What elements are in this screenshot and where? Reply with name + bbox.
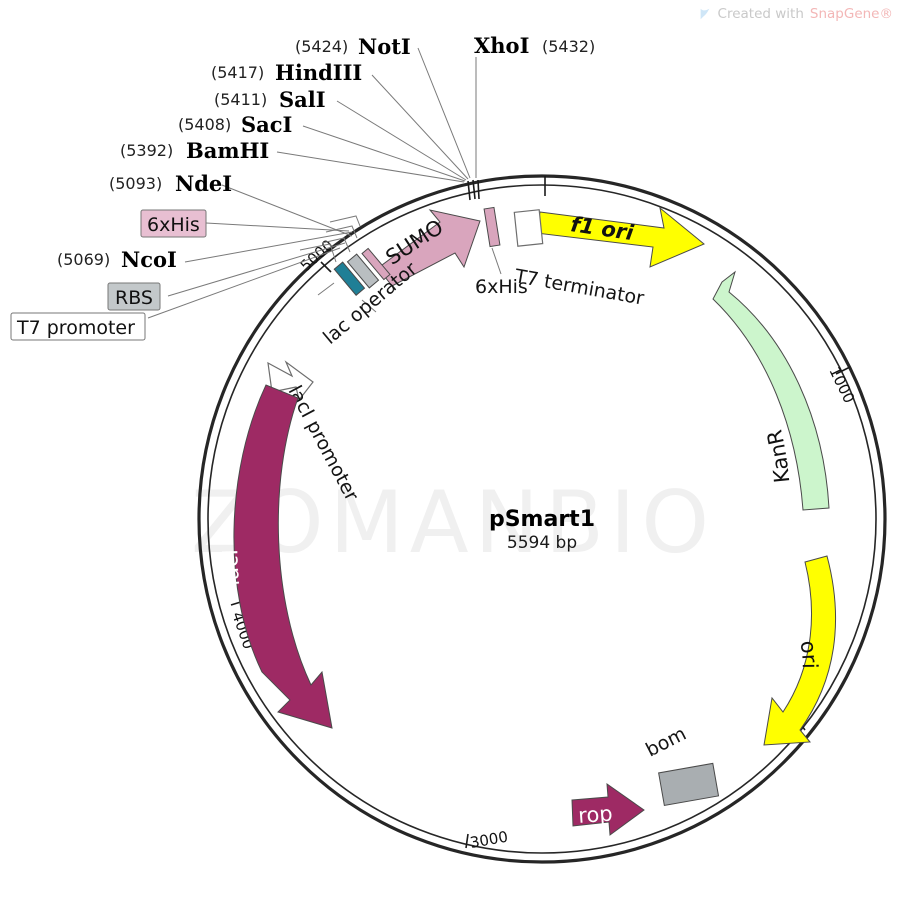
feature-6xhis-bar[interactable] — [483, 206, 501, 248]
plasmid-name: pSmart1 — [489, 507, 595, 532]
feature-label-laci: lacI — [218, 549, 244, 587]
tick-label-3000: 3000 — [469, 828, 510, 852]
boxed-label-rbs[interactable]: RBS — [107, 282, 161, 311]
feature-rop[interactable]: rop — [571, 782, 645, 836]
site-name-saci: SacI — [241, 112, 292, 137]
feature-label-t7-terminator: T7 terminator — [512, 265, 646, 310]
restriction-site-label-noti[interactable]: (5424) NotI — [295, 34, 411, 59]
feature-rbs-bar[interactable] — [346, 253, 380, 289]
site-pos-bamhi: (5392) — [120, 141, 173, 160]
feature-6xhis-bar-2[interactable] — [361, 247, 391, 281]
feature-laci[interactable]: lacI — [218, 384, 333, 729]
restriction-site-label-hindiii[interactable]: (5417) HindIII — [211, 60, 362, 85]
feature-label-bom: bom — [642, 723, 690, 762]
tick-3000: 3000 — [465, 828, 510, 852]
restriction-leader-lines — [147, 47, 477, 319]
site-pos-hindiii: (5417) — [211, 63, 264, 82]
site-pos-xhoi: (5432) — [542, 37, 595, 56]
snapgene-credit: Created with SnapGene® — [698, 6, 893, 22]
boxed-label-6xhis[interactable]: 6xHis — [140, 209, 207, 238]
snapgene-brand: SnapGene® — [809, 6, 893, 22]
feature-label-rop: rop — [577, 801, 613, 828]
site-pos-ncoi: (5069) — [57, 250, 110, 269]
snapgene-credit-prefix: Created with — [717, 6, 804, 22]
snapgene-logo-icon — [698, 7, 712, 21]
site-pos-noti: (5424) — [295, 37, 348, 56]
restriction-site-label-sali[interactable]: (5411) SalI — [214, 87, 326, 112]
site-name-noti: NotI — [358, 34, 411, 59]
boxed-label-text-rbs: RBS — [115, 287, 153, 309]
site-name-bamhi: BamHI — [186, 138, 269, 163]
site-name-hindiii: HindIII — [275, 60, 362, 85]
site-name-ncoi: NcoI — [121, 247, 177, 272]
feature-bom[interactable] — [658, 762, 720, 807]
feature-ori[interactable]: ori — [763, 555, 837, 746]
feature-label-kanr: KanR — [762, 428, 794, 484]
site-name-sali: SalI — [279, 87, 326, 112]
leader-6xhis — [491, 247, 502, 275]
feature-label-6xhis-bar: 6xHis — [475, 276, 528, 298]
site-pos-sali: (5411) — [214, 90, 267, 109]
restriction-site-label-saci[interactable]: (5408) SacI — [178, 112, 292, 137]
site-name-ndei: NdeI — [175, 171, 232, 196]
site-pos-ndei: (5093) — [109, 174, 162, 193]
restriction-site-label-ncoi[interactable]: (5069) NcoI — [57, 247, 177, 272]
backbone-inner-circle — [207, 184, 877, 854]
site-pos-saci: (5408) — [178, 115, 231, 134]
feature-t7-terminator[interactable] — [513, 209, 544, 247]
restriction-site-label-xhoi[interactable]: XhoI (5432) — [474, 33, 595, 58]
backbone-outer-circle — [197, 174, 887, 864]
feature-f1-ori[interactable]: f1 ori — [535, 206, 705, 268]
boxed-label-t7-promoter[interactable]: T7 promoter — [10, 312, 146, 341]
tick-1000: 1000 — [825, 364, 858, 406]
tick-label-1000: 1000 — [825, 364, 858, 406]
plasmid-size: 5594 bp — [507, 533, 577, 553]
leader-feature-brackets — [317, 282, 377, 313]
feature-label-f1-ori: f1 ori — [569, 212, 636, 245]
site-name-xhoi: XhoI — [474, 33, 529, 58]
feature-lac-operator[interactable] — [333, 261, 366, 296]
boxed-label-text-6xhis: 6xHis — [147, 214, 200, 236]
restriction-site-label-ndei[interactable]: (5093) NdeI — [109, 171, 232, 196]
restriction-tick-marks — [467, 176, 546, 201]
boxed-label-text-t7-promoter: T7 promoter — [16, 317, 135, 339]
restriction-site-label-bamhi[interactable]: (5392) BamHI — [120, 138, 269, 163]
